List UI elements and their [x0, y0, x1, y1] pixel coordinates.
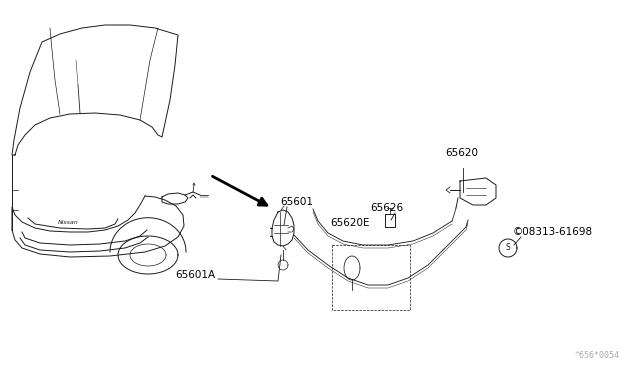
Text: 65620: 65620	[445, 148, 478, 158]
Text: 65620E: 65620E	[330, 218, 369, 228]
Text: 65626: 65626	[370, 203, 403, 213]
Text: ^656*0054: ^656*0054	[575, 351, 620, 360]
Bar	[332, 245, 410, 310]
Text: ©08313-61698: ©08313-61698	[513, 227, 593, 237]
Text: Nissan: Nissan	[58, 221, 78, 225]
Text: 65601A: 65601A	[175, 270, 215, 280]
Text: 65601: 65601	[280, 197, 313, 207]
Text: S: S	[506, 244, 510, 253]
